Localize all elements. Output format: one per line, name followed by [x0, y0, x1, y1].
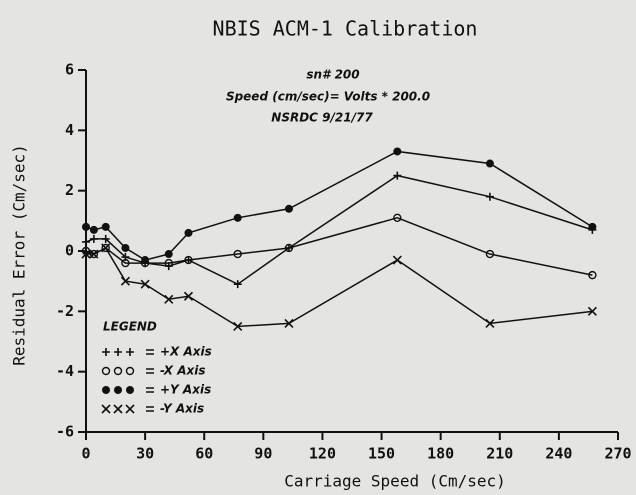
marker: [164, 294, 174, 304]
legend-label: +X Axis: [160, 345, 212, 359]
marker: [89, 249, 99, 259]
legend-entry: -X Axis: [101, 364, 206, 378]
annotation: Speed (cm/sec)= Volts * 200.0: [226, 90, 430, 104]
x-tick-label: 180: [427, 445, 454, 463]
marker: [588, 270, 597, 280]
marker: [284, 318, 294, 328]
marker: [184, 228, 193, 237]
legend-equals: [146, 349, 154, 355]
y-tick-label: 0: [65, 242, 74, 260]
marker: [114, 348, 122, 356]
legend-label: +Y Axis: [160, 383, 211, 397]
y-tick-label: -6: [56, 423, 74, 441]
legend-entry: +Y Axis: [102, 383, 211, 397]
marker: [101, 243, 110, 253]
x-tick-label: 30: [136, 445, 154, 463]
annotation: NSRDC 9/21/77: [271, 111, 373, 125]
marker: [284, 204, 293, 213]
y-tick-label: -2: [56, 302, 74, 320]
x-tick-label: 270: [604, 445, 631, 463]
x-tick-label: 60: [195, 445, 213, 463]
legend-title: LEGEND: [103, 320, 157, 334]
x-tick-label: 210: [486, 445, 513, 463]
marker: [81, 249, 91, 259]
marker: [233, 321, 243, 331]
marker: [125, 366, 135, 376]
marker: [101, 222, 110, 231]
marker: [164, 250, 173, 259]
marker: [140, 279, 150, 289]
series-line: [85, 217, 593, 276]
marker: [588, 222, 597, 231]
marker: [121, 243, 130, 252]
marker: [164, 258, 173, 268]
annotation: sn# 200: [306, 68, 359, 82]
marker: [101, 234, 110, 243]
y-axis-label: Residual Error (Cm/sec): [10, 144, 29, 366]
marker: [485, 318, 495, 328]
series-line: [85, 174, 593, 286]
x-tick-label: 240: [545, 445, 572, 463]
marker: [183, 291, 194, 301]
marker: [120, 276, 130, 286]
marker: [485, 192, 494, 201]
marker: [393, 147, 402, 156]
marker: [233, 249, 242, 259]
marker: [89, 234, 98, 243]
legend-label: -X Axis: [160, 364, 206, 378]
marker: [101, 366, 111, 376]
marker: [113, 404, 123, 414]
marker: [113, 366, 123, 376]
x-tick-label: 120: [309, 445, 336, 463]
marker: [587, 306, 597, 316]
legend-entry: +X Axis: [102, 345, 212, 359]
marker: [141, 256, 150, 265]
y-tick-label: -4: [56, 362, 74, 380]
x-tick-label: 90: [254, 445, 272, 463]
marker: [392, 255, 402, 265]
x-tick-label: 0: [81, 445, 90, 463]
marker: [102, 348, 110, 356]
legend-equals: [146, 406, 154, 412]
x-tick-label: 150: [368, 445, 395, 463]
y-tick-label: 2: [65, 181, 74, 199]
marker: [233, 280, 242, 289]
marker: [101, 404, 111, 414]
marker: [284, 243, 294, 253]
marker: [126, 386, 134, 394]
marker: [126, 348, 134, 356]
marker: [82, 222, 90, 231]
marker: [485, 159, 494, 168]
marker: [121, 258, 130, 268]
marker: [89, 225, 98, 234]
marker: [125, 404, 135, 414]
y-tick-label: 6: [65, 61, 74, 79]
chart-title: NBIS ACM-1 Calibration: [213, 17, 478, 41]
marker: [82, 237, 90, 246]
legend-entry: -Y Axis: [101, 402, 204, 416]
marker: [101, 243, 111, 253]
marker: [114, 386, 122, 394]
legend-equals: [146, 387, 154, 393]
marker: [184, 255, 193, 265]
x-axis-label: Carriage Speed (Cm/sec): [284, 472, 506, 491]
legend-equals: [146, 368, 154, 374]
y-tick-label: 4: [65, 121, 74, 139]
marker: [485, 249, 495, 259]
marker: [233, 213, 242, 222]
marker: [393, 213, 402, 223]
marker: [102, 386, 110, 394]
marker: [393, 171, 402, 180]
legend-label: -Y Axis: [160, 402, 204, 416]
